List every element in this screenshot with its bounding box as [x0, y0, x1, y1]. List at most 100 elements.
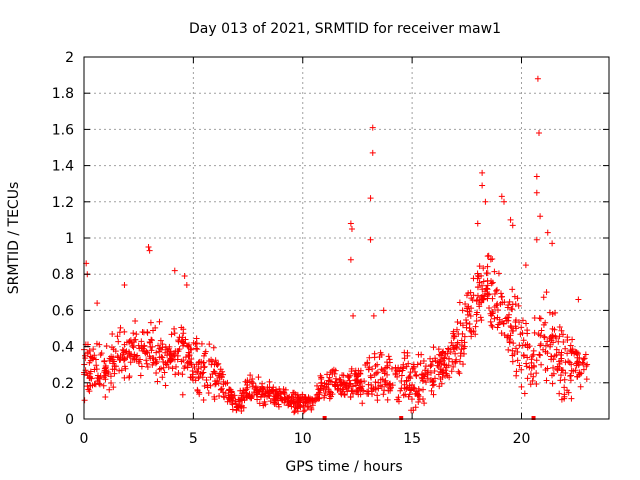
data-point [521, 390, 528, 397]
data-point [300, 408, 307, 415]
data-point [182, 354, 189, 361]
data-point [558, 396, 565, 403]
data-point [91, 352, 98, 359]
y-tick-label: 1.2 [52, 195, 74, 211]
y-tick-label: 0.6 [52, 303, 74, 319]
data-point [387, 384, 394, 391]
x-axis-label: GPS time / hours [285, 459, 402, 475]
data-point [568, 361, 575, 368]
data-point [218, 386, 225, 393]
y-tick-label: 1.8 [52, 86, 74, 102]
data-point [474, 220, 481, 227]
data-point [189, 374, 196, 381]
data-point [288, 397, 295, 404]
data-point [572, 349, 579, 356]
data-point [484, 277, 491, 284]
data-point [118, 367, 125, 374]
data-point [352, 367, 359, 374]
data-point [321, 392, 328, 399]
data-point [538, 361, 545, 368]
data-point [387, 380, 394, 387]
data-point [403, 377, 410, 384]
data-point [445, 345, 452, 352]
data-point [229, 401, 236, 408]
data-point [400, 392, 407, 399]
data-point [511, 293, 518, 300]
data-point [111, 370, 118, 377]
data-point [378, 383, 385, 390]
data-point [202, 348, 209, 355]
data-point [381, 387, 388, 394]
data-point [135, 342, 142, 349]
data-point [308, 406, 315, 413]
data-point [160, 358, 167, 365]
data-point [518, 324, 525, 331]
data-point [512, 319, 519, 326]
data-point [537, 352, 544, 359]
data-point [564, 334, 571, 341]
data-point [514, 357, 521, 364]
data-point [350, 390, 357, 397]
data-point [216, 374, 223, 381]
data-point [266, 378, 273, 385]
data-point [410, 364, 417, 371]
data-point [470, 292, 477, 299]
data-point [284, 394, 291, 401]
data-point [134, 352, 141, 359]
data-point [447, 349, 454, 356]
data-point [243, 381, 250, 388]
data-point [154, 378, 161, 385]
data-point [428, 362, 435, 369]
data-point [102, 364, 109, 371]
data-point [479, 296, 486, 303]
data-point [430, 344, 437, 351]
data-point [324, 371, 331, 378]
data-point [555, 338, 562, 345]
data-gap-marker [322, 416, 327, 420]
data-point [159, 341, 166, 348]
x-tick-label: 5 [189, 431, 198, 447]
data-point [529, 353, 536, 360]
data-point [527, 381, 534, 388]
data-point [558, 357, 565, 364]
data-point [554, 366, 561, 373]
data-point [483, 285, 490, 292]
data-point [121, 356, 128, 363]
data-point [488, 322, 495, 329]
data-point [258, 391, 265, 398]
data-point [491, 315, 498, 322]
data-point [436, 383, 443, 390]
data-point [117, 324, 124, 331]
data-point [572, 367, 579, 374]
data-point [195, 375, 202, 382]
data-point [192, 341, 199, 348]
data-point [460, 361, 467, 368]
data-point [121, 282, 128, 289]
data-point [536, 130, 542, 137]
data-point [144, 364, 151, 371]
data-point [445, 362, 452, 369]
data-point [463, 324, 470, 331]
data-point [357, 367, 364, 374]
data-point [537, 332, 544, 339]
data-point [569, 336, 576, 343]
data-point [516, 362, 523, 369]
data-point [316, 389, 323, 396]
data-point [495, 321, 502, 328]
data-point [413, 372, 420, 379]
data-point [143, 357, 150, 364]
data-point [366, 354, 373, 361]
data-point [454, 339, 461, 346]
data-point [122, 365, 129, 372]
data-point [550, 370, 557, 377]
data-point [401, 385, 408, 392]
data-point [193, 345, 200, 352]
data-point [385, 353, 392, 360]
data-point [145, 244, 152, 251]
data-point [546, 309, 553, 316]
data-point [479, 169, 486, 176]
data-point [568, 348, 575, 355]
data-point [580, 366, 587, 373]
data-point [407, 387, 414, 394]
data-point [139, 328, 146, 335]
